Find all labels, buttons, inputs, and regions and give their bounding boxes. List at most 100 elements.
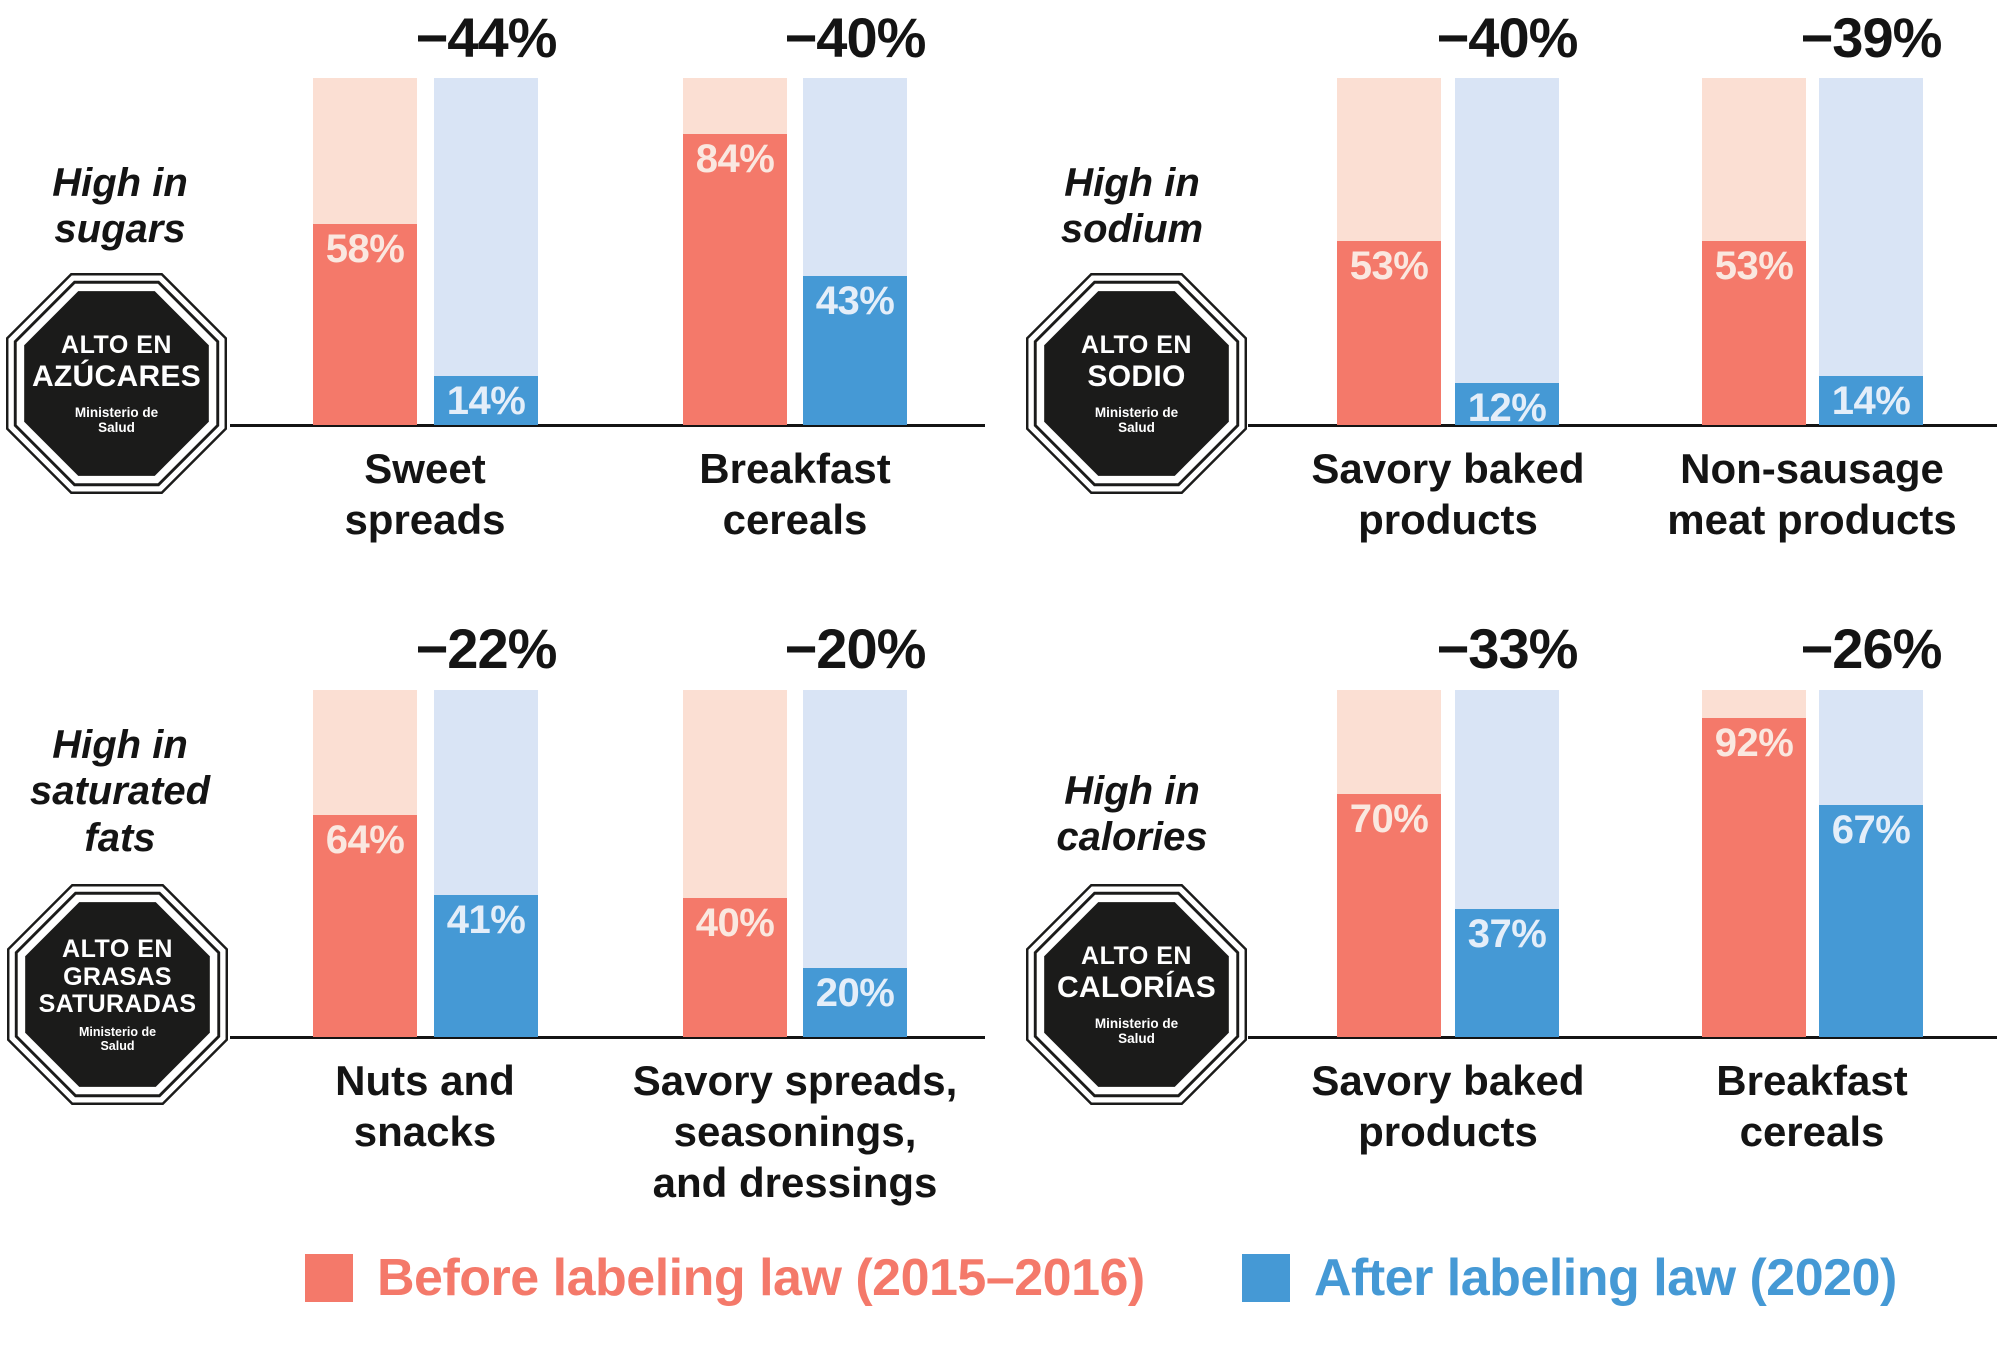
bar-after: 41%	[434, 690, 538, 1037]
legend-swatch-after	[1242, 1254, 1290, 1302]
bar-value-label: 43%	[815, 278, 895, 323]
panel-heading: High in calories	[1012, 768, 1252, 861]
bar-value-label: 14%	[1831, 379, 1911, 424]
bar-value-label: 58%	[325, 226, 405, 271]
x-axis	[230, 1036, 985, 1039]
change-label: −22%	[415, 617, 558, 680]
bar-value-label: 37%	[1467, 911, 1547, 956]
bar-value-label: 12%	[1467, 386, 1547, 431]
bar-fill: 14%	[1819, 376, 1923, 425]
octagon-text: ALTO EN AZÚCARES Ministerio de Salud	[5, 272, 228, 495]
x-axis	[1248, 424, 1997, 427]
octagon-nutrient: CALORÍAS	[1056, 970, 1217, 1004]
heading-line: calories	[1056, 815, 1208, 860]
category-label: Breakfast cereals	[699, 445, 891, 544]
bar-fill: 70%	[1337, 794, 1441, 1037]
octagon-nutrient: SATURADAS	[38, 990, 197, 1019]
heading-line: High in	[1064, 161, 1200, 205]
bar-before: 58%	[313, 78, 417, 425]
bar-fill: 53%	[1337, 241, 1441, 425]
category-label: Savory baked products	[1311, 1057, 1585, 1156]
heading-line: saturated	[29, 769, 211, 814]
bar-after: 14%	[434, 78, 538, 425]
heading-line: High in	[52, 161, 188, 205]
bar-value-label: 67%	[1831, 807, 1911, 852]
change-label: −40%	[1436, 6, 1579, 69]
octagon-nutrient: AZÚCARES	[31, 359, 202, 393]
x-axis	[1248, 1036, 1997, 1039]
warning-seal-calories: ALTO EN CALORÍAS Ministerio de Salud	[1025, 883, 1248, 1106]
change-label: −39%	[1800, 6, 1943, 69]
heading-line: sugars	[54, 207, 186, 252]
heading-line: sodium	[1060, 207, 1204, 252]
octagon-icon	[1026, 273, 1247, 494]
bar-value-label: 20%	[815, 970, 895, 1015]
bar-fill: 37%	[1455, 908, 1559, 1037]
bar-fill: 58%	[313, 223, 417, 425]
bar-value-label: 41%	[446, 897, 526, 942]
octagon-ministry: Ministerio de Salud	[74, 404, 159, 435]
category-label: Savory baked products	[1311, 445, 1585, 544]
bar-after: 67%	[1819, 690, 1923, 1037]
octagon-icon	[1026, 884, 1247, 1105]
change-label: −33%	[1436, 617, 1579, 680]
octagon-text: ALTO EN GRASAS SATURADAS Ministerio de S…	[6, 883, 229, 1106]
bar-before: 64%	[313, 690, 417, 1037]
octagon-alto-en: ALTO EN	[1081, 331, 1192, 360]
category-label: Savory spreads, seasonings, and dressing…	[632, 1057, 958, 1207]
heading-line: High in	[1064, 769, 1200, 813]
bar-fill: 12%	[1455, 383, 1559, 430]
bar-before: 53%	[1337, 78, 1441, 425]
octagon-alto-en: ALTO EN	[61, 331, 172, 360]
legend-label-after: After labeling law (2020)	[1314, 1249, 1897, 1307]
bar-before: 53%	[1702, 78, 1806, 425]
octagon-ministry: Ministerio de Salud	[1094, 404, 1179, 435]
bar-before: 92%	[1702, 690, 1806, 1037]
bar-fill: 14%	[434, 376, 538, 425]
category-label: Non-sausage meat products	[1667, 445, 1957, 544]
octagon-ministry: Ministerio de Salud	[78, 1024, 157, 1053]
bar-value-label: 40%	[695, 901, 775, 946]
bar-after: 14%	[1819, 78, 1923, 425]
bar-fill: 41%	[434, 894, 538, 1037]
bar-value-label: 53%	[1714, 244, 1794, 289]
octagon-text: ALTO EN SODIO Ministerio de Salud	[1025, 272, 1248, 495]
octagon-icon	[6, 273, 227, 494]
warning-seal-saturated-fats: ALTO EN GRASAS SATURADAS Ministerio de S…	[6, 883, 229, 1106]
bar-before: 70%	[1337, 690, 1441, 1037]
bar-fill: 53%	[1702, 241, 1806, 425]
change-label: −20%	[784, 617, 927, 680]
panel-heading: High in sodium	[1012, 160, 1252, 253]
bar-fill: 20%	[803, 967, 907, 1037]
bar-value-label: 84%	[695, 136, 775, 181]
bar-value-label: 70%	[1349, 797, 1429, 842]
bar-fill: 64%	[313, 814, 417, 1037]
bar-fill: 40%	[683, 898, 787, 1037]
heading-line: High in	[52, 723, 188, 767]
bar-fill: 84%	[683, 133, 787, 425]
octagon-text: ALTO EN CALORÍAS Ministerio de Salud	[1025, 883, 1248, 1106]
bar-value-label: 64%	[325, 817, 405, 862]
legend-item-before: Before labeling law (2015–2016)	[305, 1248, 1145, 1308]
legend-swatch-before	[305, 1254, 353, 1302]
legend-label-before: Before labeling law (2015–2016)	[377, 1249, 1145, 1307]
octagon-alto-en: ALTO EN	[1081, 942, 1192, 971]
category-label: Breakfast cereals	[1716, 1057, 1908, 1156]
bar-after: 12%	[1455, 78, 1559, 430]
bar-value-label: 14%	[446, 379, 526, 424]
legend-item-after: After labeling law (2020)	[1242, 1248, 1897, 1308]
category-label: Nuts and snacks	[335, 1057, 515, 1156]
octagon-alto-en: ALTO EN	[62, 935, 173, 964]
bar-after: 43%	[803, 78, 907, 425]
octagon-ministry: Ministerio de Salud	[1094, 1015, 1179, 1046]
change-label: −40%	[784, 6, 927, 69]
bar-before: 40%	[683, 690, 787, 1037]
bar-after: 20%	[803, 690, 907, 1037]
warning-seal-sugars: ALTO EN AZÚCARES Ministerio de Salud	[5, 272, 228, 495]
bar-after: 37%	[1455, 690, 1559, 1037]
change-label: −26%	[1800, 617, 1943, 680]
panel-heading: High in saturated fats	[0, 722, 240, 861]
category-label: Sweet spreads	[344, 445, 506, 544]
bar-fill: 67%	[1819, 804, 1923, 1037]
warning-seal-sodium: ALTO EN SODIO Ministerio de Salud	[1025, 272, 1248, 495]
